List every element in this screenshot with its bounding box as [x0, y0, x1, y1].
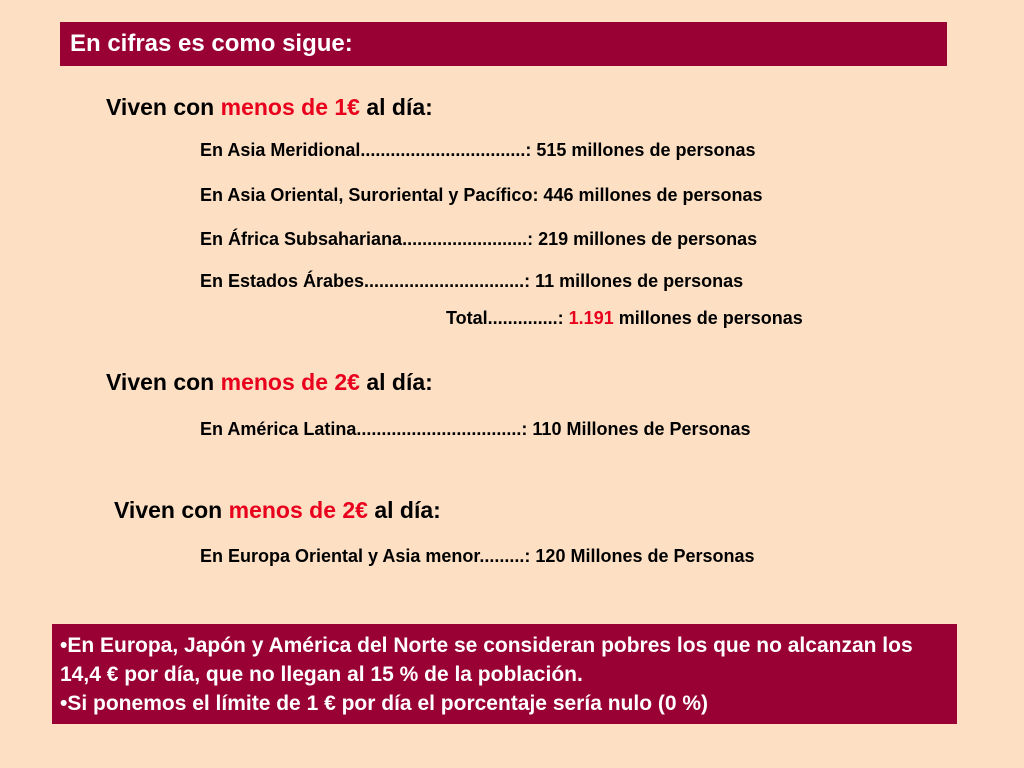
heading-suffix: al día:	[359, 94, 433, 120]
region-row-africa-subsahariana: En África Subsahariana..................…	[200, 229, 758, 249]
note-item: •En Europa, Japón y América del Norte se…	[60, 634, 913, 686]
region-row-asia-meridional: En Asia Meridional......................…	[200, 140, 756, 160]
heading-highlight: menos de 2€	[228, 497, 368, 523]
total-label: Total..............:	[446, 308, 569, 328]
total-row: Total..............: 1.191 millones de p…	[446, 308, 803, 329]
total-value: 1.191	[568, 308, 614, 328]
heading-prefix: Viven con	[106, 369, 221, 395]
heading-highlight: menos de 2€	[220, 369, 360, 395]
heading-suffix: al día:	[359, 369, 433, 395]
region-row-america-latina: En América Latina.......................…	[200, 419, 751, 439]
heading-suffix: al día:	[367, 497, 441, 523]
section-heading-3: Viven con menos de 2€ al día:	[114, 497, 441, 524]
note-item: •Si ponemos el límite de 1 € por día el …	[60, 692, 709, 715]
region-row-estados-arabes: En Estados Árabes.......................…	[200, 271, 744, 291]
title-banner: En cifras es como sigue:	[60, 22, 947, 66]
region-row-europa-oriental: En Europa Oriental y Asia menor.........…	[200, 546, 755, 566]
section-heading-2: Viven con menos de 2€ al día:	[106, 369, 433, 396]
total-suffix: millones de personas	[613, 308, 803, 328]
heading-highlight: menos de 1€	[220, 94, 360, 120]
page-title: En cifras es como sigue:	[70, 30, 353, 57]
notes-box: •En Europa, Japón y América del Norte se…	[52, 624, 957, 724]
section-heading-1: Viven con menos de 1€ al día:	[106, 94, 433, 121]
heading-prefix: Viven con	[114, 497, 229, 523]
heading-prefix: Viven con	[106, 94, 221, 120]
region-row-asia-oriental: En Asia Oriental, Suroriental y Pacífico…	[200, 185, 763, 205]
